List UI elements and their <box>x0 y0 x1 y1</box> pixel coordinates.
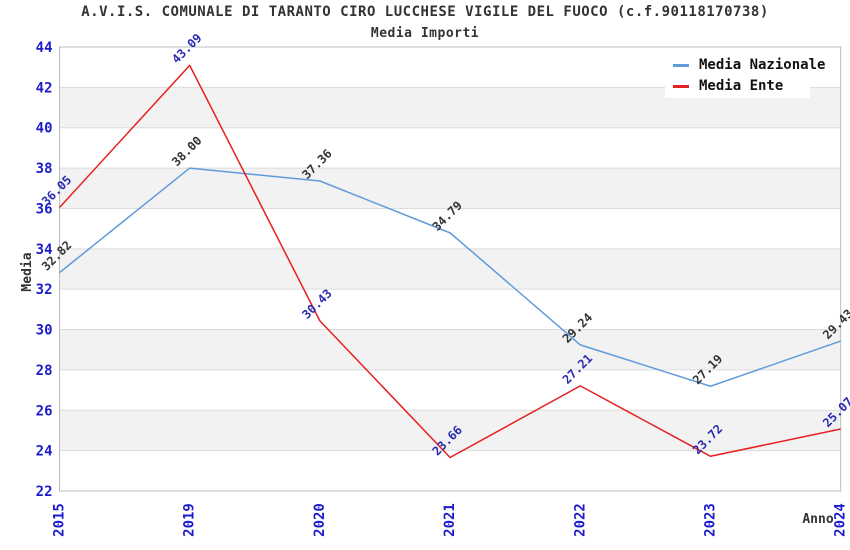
y-tick-label: 38 <box>36 161 53 177</box>
legend-swatch-0 <box>673 63 689 67</box>
x-tick-label: 2015 <box>52 503 68 537</box>
legend-swatch-1 <box>673 84 689 88</box>
data-label: 38.00 <box>169 134 204 169</box>
y-tick-label: 44 <box>36 40 53 56</box>
plot-border <box>59 46 842 492</box>
x-tick-label: 2021 <box>442 503 458 537</box>
legend-label: Media Nazionale <box>699 57 826 73</box>
x-tick-label: 2022 <box>572 503 588 537</box>
band <box>59 248 841 290</box>
y-tick-label: 26 <box>36 403 53 419</box>
x-tick-label: 2020 <box>312 503 328 537</box>
band <box>59 168 841 209</box>
series-line-1 <box>58 64 841 459</box>
x-axis-title: Anno <box>802 512 833 527</box>
y-tick-label: 28 <box>36 363 53 379</box>
x-tick-label: 2024 <box>833 503 849 537</box>
legend: Media Nazionale Media Ente <box>665 53 825 98</box>
y-tick-label: 32 <box>36 282 53 298</box>
y-tick-label: 22 <box>36 484 53 500</box>
y-tick-label: 42 <box>36 80 53 96</box>
x-tick-label: 2019 <box>182 503 198 537</box>
band <box>59 410 841 451</box>
data-label: 29.43 <box>820 306 850 341</box>
y-tick-label: 24 <box>36 444 53 460</box>
chart-title: A.V.I.S. COMUNALE DI TARANTO CIRO LUCCHE… <box>81 4 769 20</box>
data-label: 43.09 <box>169 31 204 66</box>
y-tick-label: 30 <box>36 323 53 339</box>
y-axis-title: Media <box>20 252 35 291</box>
y-tick-label: 34 <box>36 242 53 258</box>
y-tick-label: 40 <box>36 121 53 137</box>
series-line-0 <box>59 167 841 388</box>
legend-item-ente: Media Ente <box>673 77 802 95</box>
chart-subtitle: Media Importi <box>370 26 480 41</box>
x-tick-label: 2023 <box>703 503 719 537</box>
legend-label: Media Ente <box>699 78 784 94</box>
legend-item-nazionale: Media Nazionale <box>673 56 825 74</box>
band <box>59 329 841 370</box>
y-tick-label: 36 <box>36 201 53 217</box>
